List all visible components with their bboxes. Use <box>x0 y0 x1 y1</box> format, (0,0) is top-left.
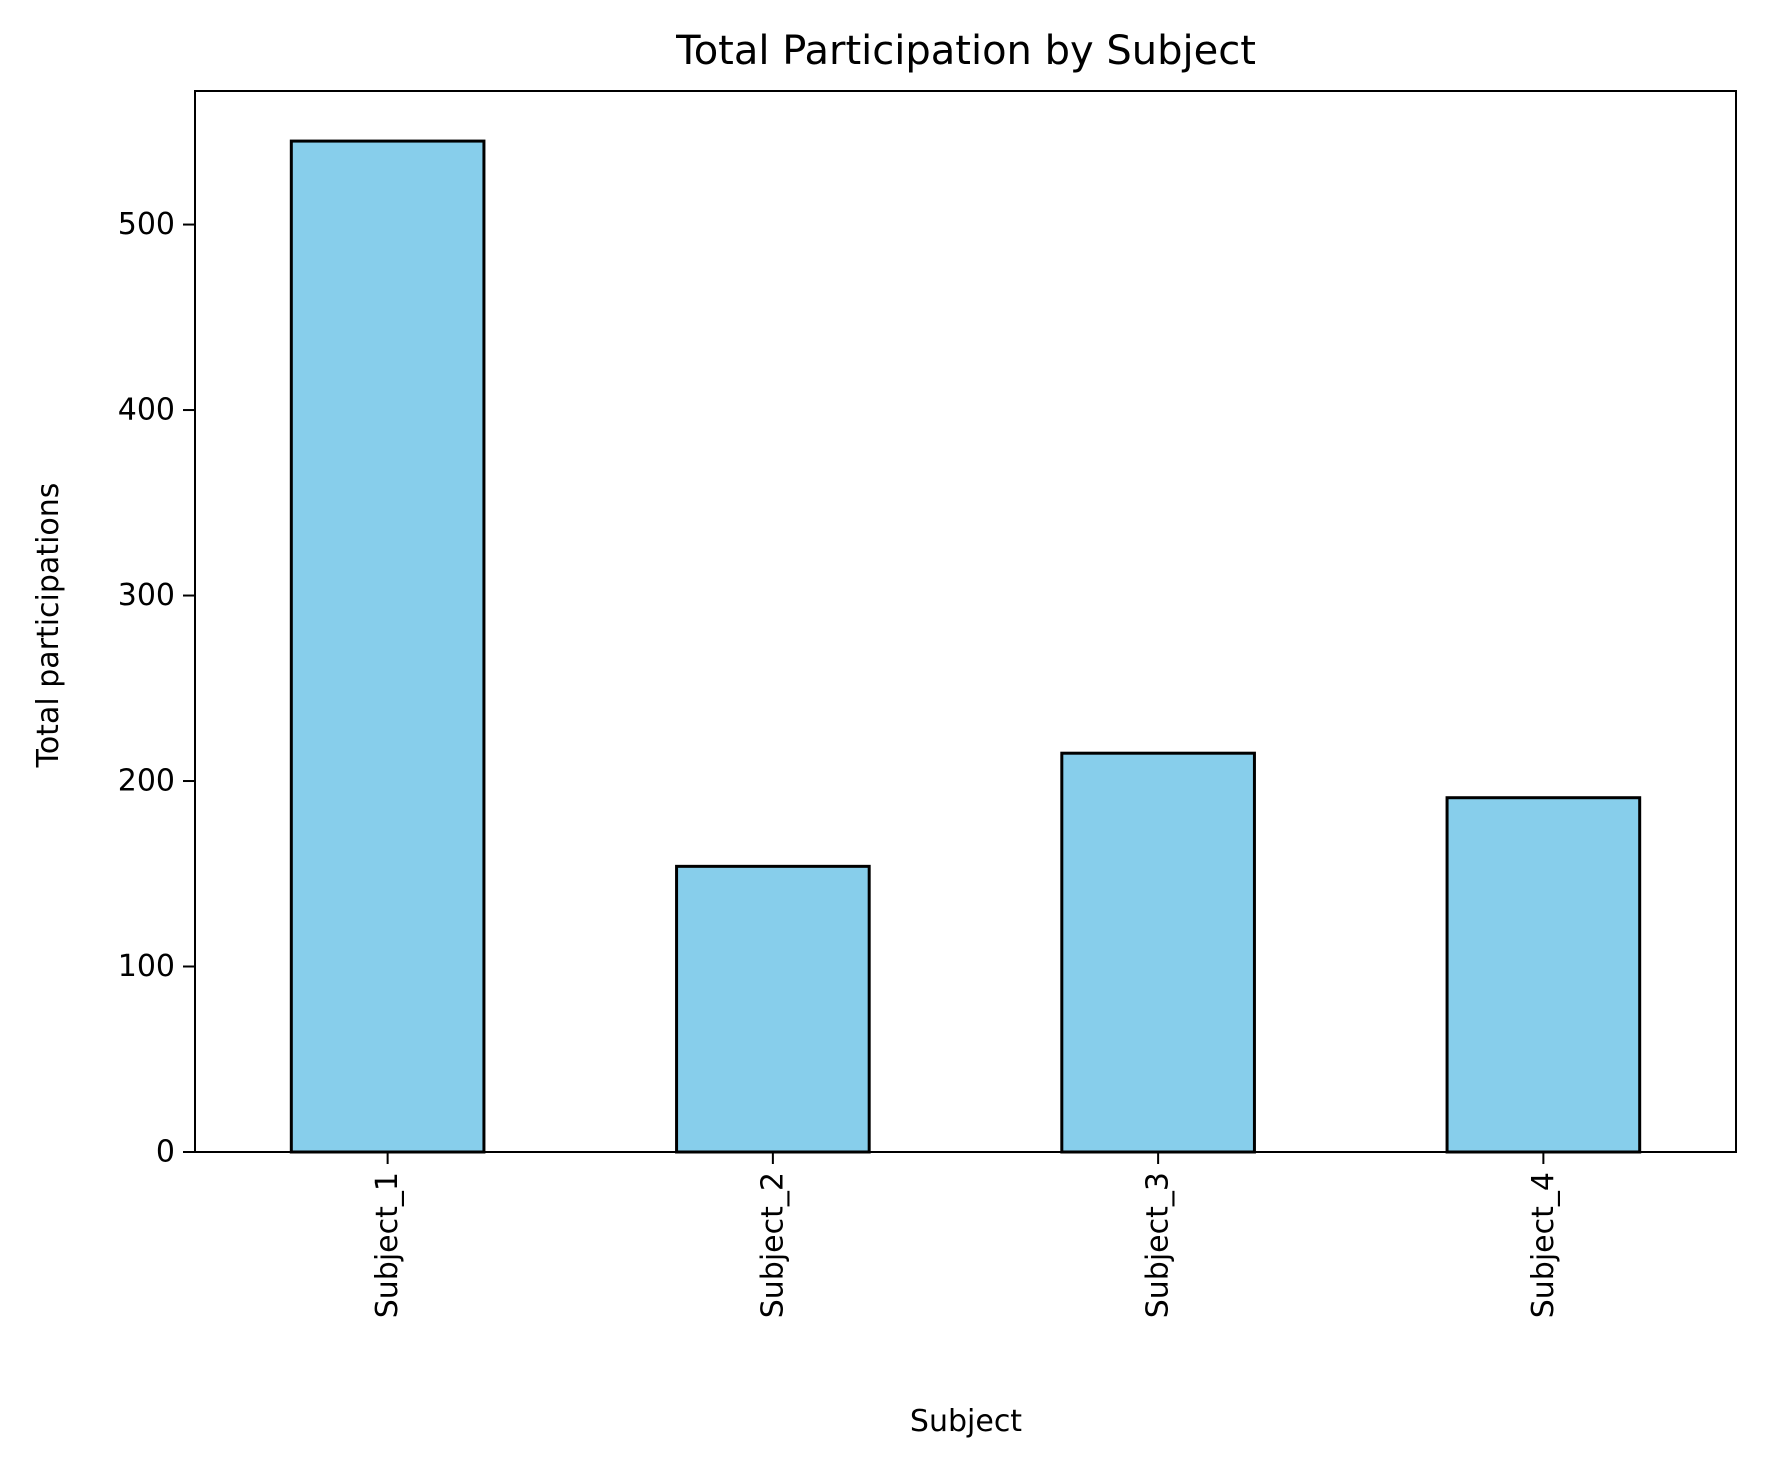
bar-subject-3 <box>1060 751 1256 1154</box>
y-tick-label: 500 <box>118 207 175 242</box>
y-tick-label: 300 <box>118 578 175 613</box>
chart-title: Total Participation by Subject <box>675 28 1256 74</box>
x-tick-label: Subject_3 <box>1141 1172 1176 1318</box>
bar-subject-4 <box>1445 796 1642 1154</box>
y-tick-label: 100 <box>118 949 175 984</box>
y-tick-label: 200 <box>118 764 175 799</box>
x-axis-ticks: Subject_1 Subject_2 Subject_3 Subject_4 <box>370 1152 1561 1318</box>
y-axis-label: Total participations <box>31 483 66 769</box>
y-tick-label: 0 <box>156 1135 175 1170</box>
x-axis-label: Subject <box>910 1404 1022 1439</box>
bar-subject-2 <box>675 864 871 1154</box>
y-tick-label: 400 <box>118 393 175 428</box>
x-tick-label: Subject_4 <box>1526 1172 1561 1318</box>
x-tick-label: Subject_1 <box>370 1172 405 1318</box>
plot-frame <box>194 90 1737 1153</box>
bar-subject-1 <box>289 139 486 1154</box>
y-axis-ticks: 0 100 200 300 400 500 <box>118 207 195 1170</box>
x-tick-label: Subject_2 <box>755 1172 790 1318</box>
bars-layer <box>289 139 1642 1154</box>
